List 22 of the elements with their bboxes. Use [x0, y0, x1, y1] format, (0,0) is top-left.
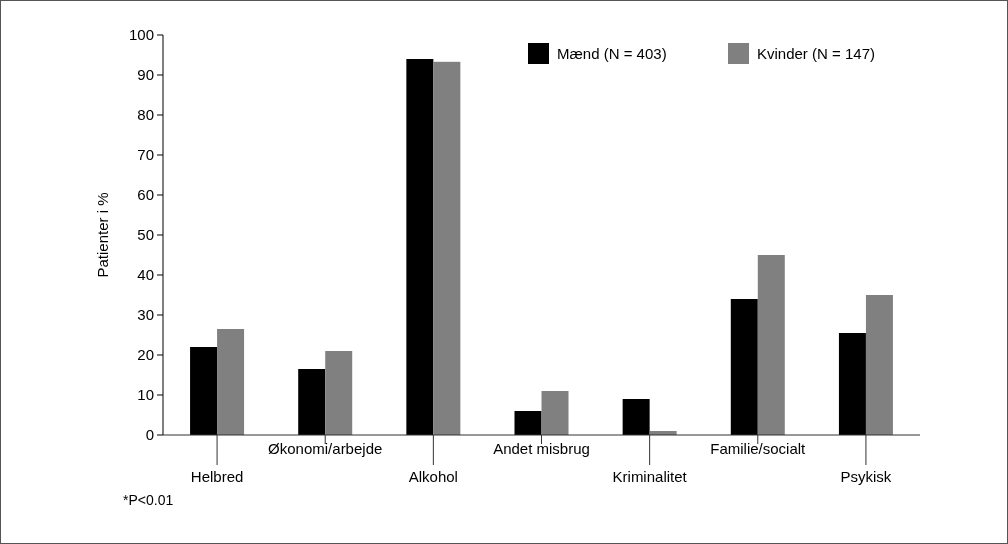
y-tick-label: 90 [137, 66, 154, 84]
y-tick-label: 80 [137, 106, 154, 124]
y-axis-title: Patienter i % [94, 192, 111, 278]
x-tick-label: Psykisk [840, 467, 892, 485]
x-tick-label: Helbred [190, 467, 244, 485]
y-tick-label: 30 [137, 306, 154, 324]
x-tick-label: Økonomi/arbejde [268, 439, 383, 457]
x-tick-label: Andet misbrug [493, 439, 590, 457]
legend-label: Mænd (N = 403) [557, 45, 667, 63]
y-tick-label: 60 [137, 186, 154, 204]
y-tick-label: 10 [137, 386, 154, 404]
text: *P<0.01 [123, 491, 174, 508]
y-tick-label: 50 [137, 226, 154, 244]
y-tick-label: 40 [137, 266, 154, 284]
x-tick-label: Kriminalitet [612, 467, 688, 485]
y-tick-label: 20 [137, 346, 154, 364]
y-tick-label: 100 [128, 26, 154, 44]
x-tick-label: Alkohol [408, 467, 458, 485]
x-tick-label: Familie/socialt [710, 439, 807, 457]
y-tick-label: 70 [137, 146, 154, 164]
legend-label: Kvinder (N = 147) [757, 45, 875, 63]
y-tick-label: 0 [145, 426, 154, 444]
